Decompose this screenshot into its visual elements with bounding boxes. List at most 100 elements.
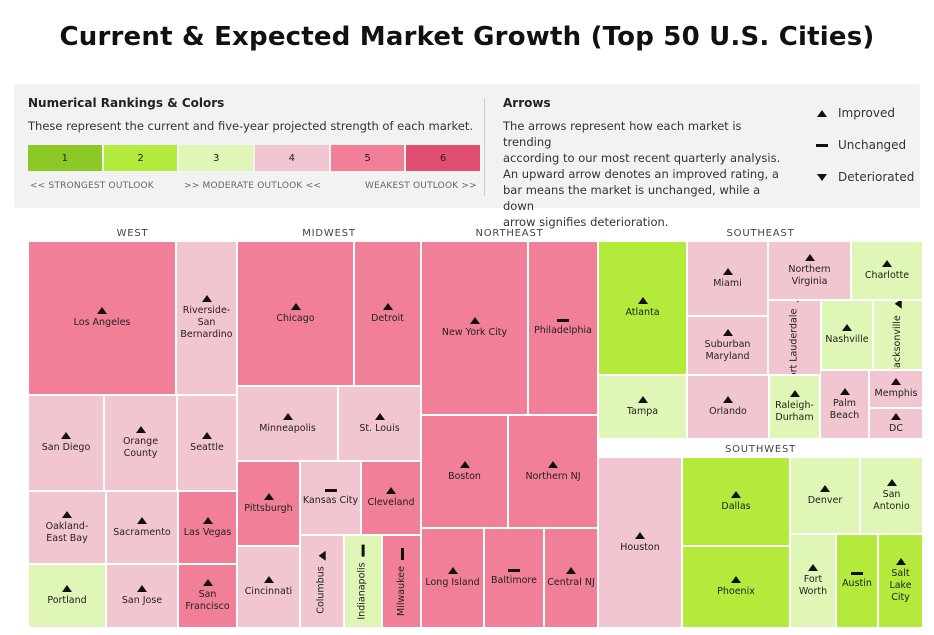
arrow-up-icon — [137, 516, 147, 524]
rank-swatch: 2 — [103, 145, 178, 171]
bar-icon — [508, 569, 520, 572]
market-label: St. Louis — [359, 422, 400, 434]
arrow-up-icon — [817, 109, 827, 117]
market-tile: Philadelphia — [528, 241, 598, 415]
market-label: San Diego — [41, 442, 91, 453]
rank-swatch: 5 — [330, 145, 405, 171]
arrows-desc-line: arrow signifies deterioration. — [503, 215, 669, 229]
region-label: WEST — [116, 228, 149, 239]
arrow-up-icon — [447, 567, 458, 574]
market-tile: Chicago — [237, 241, 354, 386]
market-tile: San Antonio — [860, 457, 923, 534]
market-label: Kansas City — [302, 495, 359, 506]
market-label: Atlanta — [625, 307, 660, 318]
rank-swatch: 3 — [179, 145, 254, 171]
market-tile: Nashville — [821, 300, 873, 370]
market-tile: Baltimore — [484, 528, 544, 628]
market-label: Indianapolis — [357, 561, 369, 620]
arrow-up-icon — [789, 390, 800, 397]
market-label: San Jose — [121, 595, 163, 606]
arrow-up-icon — [635, 531, 645, 539]
market-label: Denver — [807, 494, 843, 506]
market-tile: Indianapolis — [344, 535, 382, 628]
market-tile: St. Louis — [338, 386, 421, 461]
arrow-up-icon — [566, 567, 576, 574]
market-tile: Tampa — [598, 375, 687, 439]
arrows-desc-line: bar means the market is unchanged, while… — [503, 183, 761, 213]
market-tile: Memphis — [869, 370, 923, 408]
market-label: Detroit — [371, 312, 404, 324]
arrow-up-icon — [637, 297, 648, 304]
bar-icon — [361, 543, 365, 556]
market-tile: Miami — [687, 241, 768, 316]
market-label: Oakland- East Bay — [45, 520, 89, 544]
arrow-up-icon — [263, 576, 274, 583]
arrow-up-icon — [137, 585, 147, 592]
market-tile: Palm Beach — [820, 370, 869, 439]
arrow-up-icon — [61, 432, 71, 439]
key-deteriorated-label: Deteriorated — [838, 170, 915, 184]
arrows-title: Arrows — [503, 96, 551, 110]
arrow-up-icon — [469, 317, 480, 324]
market-tile: Denver — [790, 457, 860, 534]
market-label: Los Angeles — [73, 317, 131, 328]
arrow-up-icon — [459, 460, 470, 468]
market-label: Northern NJ — [525, 470, 581, 482]
market-label: Austin — [842, 578, 872, 589]
market-tile: Phoenix — [682, 546, 790, 628]
arrow-up-icon — [808, 564, 818, 571]
legend-divider — [484, 98, 485, 196]
region-label: NORTHEAST — [475, 228, 544, 239]
market-label: Portland — [47, 595, 87, 606]
market-label: Miami — [713, 277, 742, 289]
market-tile: Seattle — [177, 395, 237, 491]
market-label: Memphis — [874, 388, 918, 399]
arrow-up-icon — [723, 396, 733, 403]
market-label: Las Vegas — [183, 526, 232, 538]
market-tile: Kansas City — [300, 461, 361, 535]
rankings-title: Numerical Rankings & Colors — [28, 96, 225, 110]
market-label: Philadelphia — [534, 325, 592, 336]
market-tile: Dallas — [682, 457, 790, 546]
market-tile: Fort Lauderdale — [768, 300, 821, 375]
arrow-up-icon — [886, 478, 897, 486]
market-tile: Detroit — [354, 241, 421, 386]
market-tile: Boston — [421, 415, 508, 528]
arrow-up-icon — [804, 253, 815, 261]
legend-panel: Numerical Rankings & Colors These repres… — [14, 84, 920, 229]
rank-swatch: 6 — [406, 145, 481, 171]
chart-title: Current & Expected Market Growth (Top 50… — [59, 22, 875, 52]
market-tile: Orange County — [104, 395, 177, 491]
market-label: Tampa — [626, 406, 659, 417]
scale-weak-label: WEAKEST OUTLOOK >> — [365, 181, 477, 191]
market-tile: Atlanta — [598, 241, 687, 375]
arrow-up-icon — [263, 492, 274, 500]
arrow-up-icon — [62, 510, 72, 518]
arrow-up-icon — [135, 426, 146, 433]
market-label: Columbus — [316, 565, 327, 614]
scale-strong-label: << STRONGEST OUTLOOK — [30, 181, 154, 191]
market-label: Salt Lake City — [889, 568, 912, 603]
arrow-up-icon — [882, 259, 892, 267]
key-improved-label: Improved — [838, 106, 895, 120]
market-label: Minneapolis — [259, 422, 316, 434]
arrow-up-icon — [374, 412, 385, 420]
market-tile: Cleveland — [361, 461, 421, 535]
arrow-up-icon — [202, 432, 212, 439]
arrows-desc-line: An upward arrow denotes an improved rati… — [503, 167, 779, 181]
market-tile: Charlotte — [851, 241, 923, 300]
market-label: Cincinnati — [244, 586, 293, 597]
arrow-up-icon — [895, 558, 906, 565]
market-label: Long Island — [425, 577, 480, 588]
market-tile: Cincinnati — [237, 546, 300, 628]
market-label: Orlando — [709, 406, 747, 417]
market-tile: Long Island — [421, 528, 484, 628]
arrow-up-icon — [842, 324, 852, 331]
arrow-up-icon — [894, 301, 902, 310]
market-tile: Riverside- San Bernardino — [176, 241, 237, 395]
market-tile: Jacksonville — [873, 300, 923, 370]
market-label: San Francisco — [185, 589, 230, 612]
rank-swatch: 4 — [255, 145, 329, 171]
market-label: Northern Virginia — [788, 263, 831, 287]
market-label: Raleigh- Durham — [775, 400, 814, 423]
